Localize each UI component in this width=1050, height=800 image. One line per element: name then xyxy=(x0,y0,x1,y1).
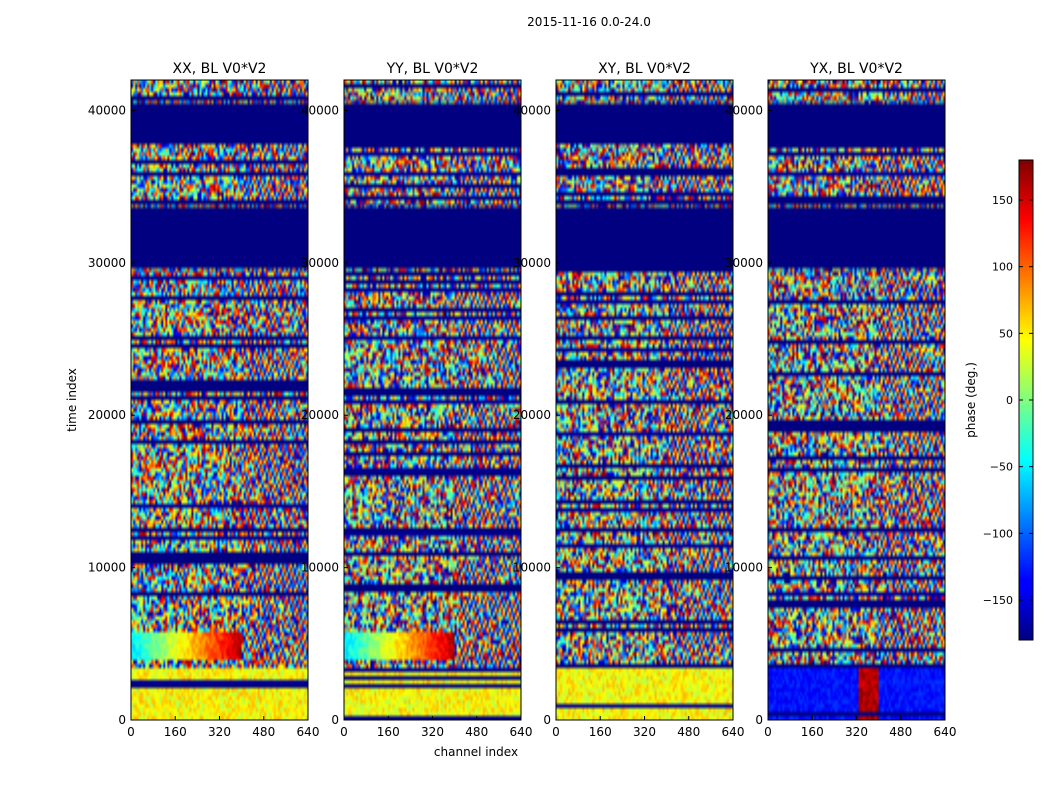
x-tick-label: 640 xyxy=(297,725,320,739)
heatmap-panel: YX, BL V0*V2 0 160 320 480 640 0 10000 20000 3000… xyxy=(725,61,957,739)
colorbar-tick-label: 0 xyxy=(1006,394,1013,407)
panel-title: YX, BL V0*V2 xyxy=(809,61,903,77)
y-tick-label: 0 xyxy=(118,713,126,727)
heatmap-panel: XY, BL V0*V2 0 160 320 480 640 0 10000 20000 3000… xyxy=(513,61,745,739)
x-tick-label: 640 xyxy=(510,725,533,739)
colorbar-tick-label: −100 xyxy=(983,527,1013,540)
x-tick-label: 320 xyxy=(633,725,656,739)
x-tick-label: 320 xyxy=(421,725,444,739)
heatmap-image xyxy=(556,80,733,720)
y-tick-label: 10000 xyxy=(513,561,551,575)
y-tick-label: 0 xyxy=(331,713,339,727)
y-tick-label: 20000 xyxy=(513,408,551,422)
panel-title: YY, BL V0*V2 xyxy=(386,61,479,77)
x-tick-label: 320 xyxy=(208,725,231,739)
x-tick-label: 160 xyxy=(164,725,187,739)
y-tick-label: 10000 xyxy=(301,561,339,575)
y-tick-label: 40000 xyxy=(301,103,339,117)
colorbar-tick-label: 50 xyxy=(999,327,1013,340)
y-tick-label: 0 xyxy=(543,713,551,727)
heatmap-image xyxy=(131,80,308,720)
y-tick-label: 40000 xyxy=(725,103,763,117)
figure-suptitle: 2015-11-16 0.0-24.0 xyxy=(527,15,651,29)
y-tick-label: 20000 xyxy=(725,408,763,422)
x-tick-label: 480 xyxy=(677,725,700,739)
x-tick-label: 0 xyxy=(340,725,348,739)
y-tick-label: 40000 xyxy=(88,103,126,117)
x-tick-label: 480 xyxy=(252,725,275,739)
heatmap-panel: YY, BL V0*V2 0 160 320 480 640 0 10000 20000 3000… xyxy=(301,61,533,739)
panel-title: XY, BL V0*V2 xyxy=(598,61,691,77)
colorbar-label: phase (deg.) xyxy=(964,362,978,438)
y-tick-label: 10000 xyxy=(725,561,763,575)
y-axis-label: time index xyxy=(65,368,79,432)
colorbar: 150 100 50 0 −50 −100 −150 phase (deg.) xyxy=(964,159,1034,641)
colorbar-tick-label: −150 xyxy=(983,594,1013,607)
x-tick-label: 640 xyxy=(934,725,957,739)
y-tick-label: 10000 xyxy=(88,561,126,575)
x-axis-label: channel index xyxy=(434,745,518,759)
x-tick-label: 480 xyxy=(465,725,488,739)
y-tick-label: 30000 xyxy=(301,256,339,270)
x-tick-label: 640 xyxy=(722,725,745,739)
x-tick-label: 0 xyxy=(127,725,135,739)
heatmap-panels: XX, BL V0*V2 0 160 320 480 640 0 10000 20000 3000… xyxy=(88,61,957,739)
x-tick-label: 320 xyxy=(845,725,868,739)
heatmap-image xyxy=(768,80,945,720)
y-tick-label: 20000 xyxy=(301,408,339,422)
y-tick-label: 0 xyxy=(755,713,763,727)
panel-title: XX, BL V0*V2 xyxy=(173,61,267,77)
x-tick-label: 0 xyxy=(552,725,560,739)
x-tick-label: 160 xyxy=(589,725,612,739)
heatmap-image xyxy=(344,80,521,720)
y-tick-label: 40000 xyxy=(513,103,551,117)
x-tick-label: 0 xyxy=(764,725,772,739)
heatmap-panel: XX, BL V0*V2 0 160 320 480 640 0 10000 20000 3000… xyxy=(88,61,320,739)
y-tick-label: 30000 xyxy=(725,256,763,270)
y-tick-label: 20000 xyxy=(88,408,126,422)
x-tick-label: 160 xyxy=(801,725,824,739)
y-tick-label: 30000 xyxy=(88,256,126,270)
colorbar-tick-label: 150 xyxy=(992,194,1013,207)
x-tick-label: 160 xyxy=(377,725,400,739)
colorbar-ticks: 150 100 50 0 −50 −100 −150 xyxy=(983,194,1033,607)
y-tick-label: 30000 xyxy=(513,256,551,270)
colorbar-tick-label: −50 xyxy=(990,461,1013,474)
x-tick-label: 480 xyxy=(889,725,912,739)
colorbar-tick-label: 100 xyxy=(992,261,1013,274)
